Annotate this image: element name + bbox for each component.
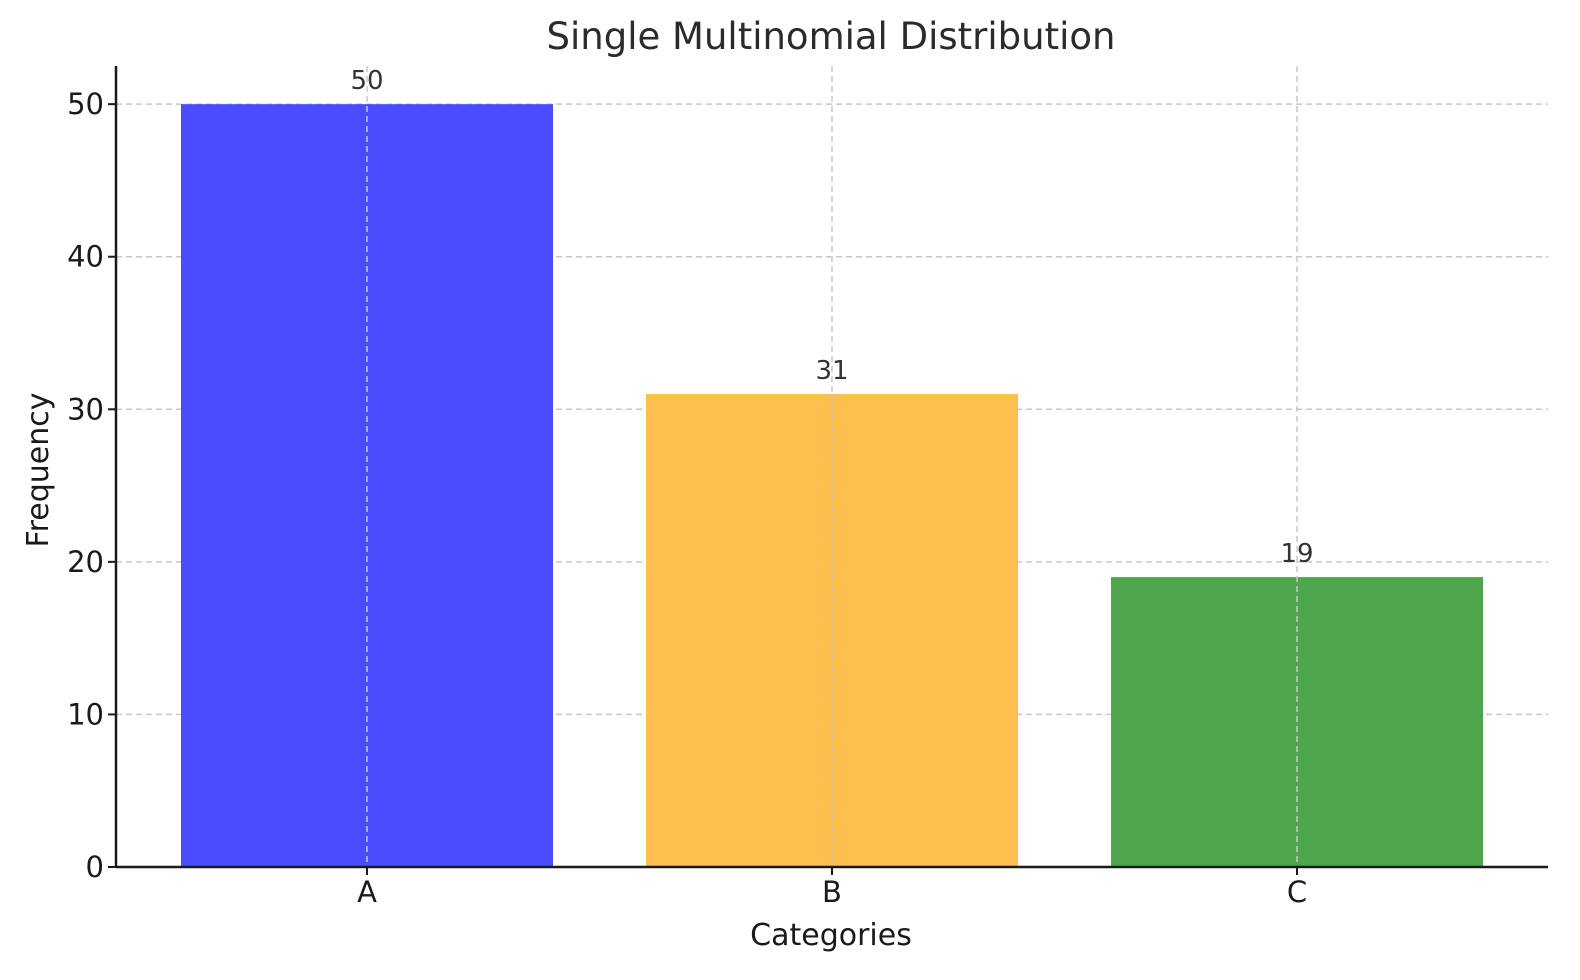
x-axis-title: Categories	[750, 918, 912, 953]
y-tick-label-40: 40	[67, 240, 104, 274]
y-tick-label-50: 50	[67, 87, 104, 121]
data-label-c: 19	[1280, 539, 1313, 569]
y-axis-title: Frequency	[21, 393, 56, 548]
y-tick-label-30: 30	[67, 392, 104, 426]
x-tick-label-a: A	[357, 875, 377, 909]
vertical-grid	[366, 66, 1298, 867]
chart-title: Single Multinomial Distribution	[547, 15, 1116, 58]
labels: 0 10 20 30 40 50 A B C 50 31 19	[67, 66, 1313, 909]
data-label-a: 50	[350, 66, 383, 96]
y-tick-label-10: 10	[67, 697, 104, 731]
data-label-b: 31	[815, 356, 848, 386]
x-tick-label-c: C	[1287, 875, 1307, 909]
y-tick-label-20: 20	[67, 545, 104, 579]
x-tick-label-b: B	[822, 875, 842, 909]
axes	[108, 66, 1548, 875]
y-tick-label-0: 0	[86, 850, 104, 884]
